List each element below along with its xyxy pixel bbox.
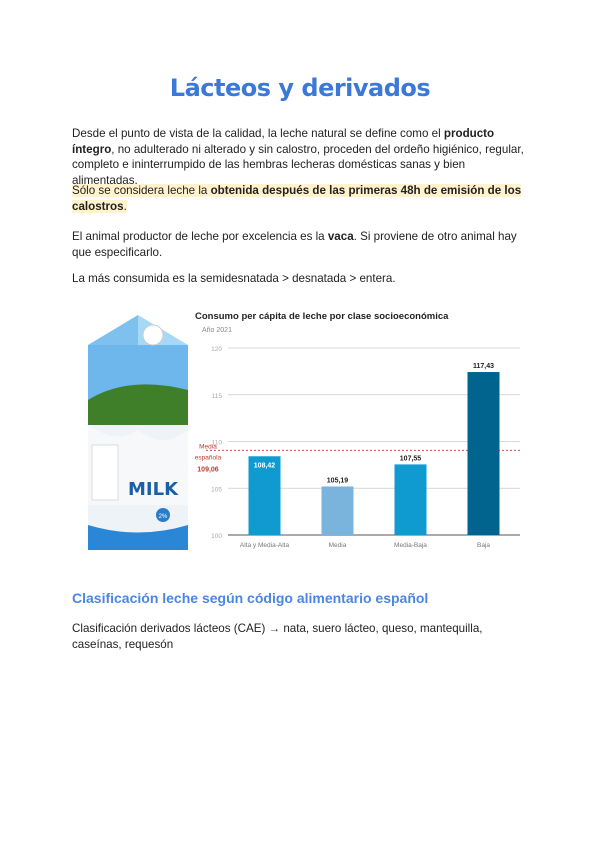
x-tick-label: Baja bbox=[477, 542, 490, 549]
x-tick-label: Media bbox=[329, 542, 347, 549]
page-title: Lácteos y derivados bbox=[169, 74, 431, 102]
milk-carton-image: MILK 2% bbox=[88, 315, 188, 550]
y-tick-label: 120 bbox=[211, 346, 222, 353]
y-tick-label: 110 bbox=[212, 440, 223, 447]
svg-text:2%: 2% bbox=[159, 514, 168, 520]
paragraph-animal: El animal productor de leche por excelen… bbox=[72, 230, 517, 259]
data-label: 107,55 bbox=[400, 455, 422, 462]
reference-label: Media bbox=[199, 443, 217, 450]
data-label: 105,19 bbox=[327, 477, 349, 484]
paragraph-definition: Desde el punto de vista de la calidad, l… bbox=[72, 127, 524, 187]
y-tick-label: 100 bbox=[211, 533, 222, 540]
x-tick-label: Media-Baja bbox=[394, 542, 427, 549]
data-label: 117,43 bbox=[473, 363, 494, 370]
paragraph-consumption: La más consumida es la semidesnatada > d… bbox=[72, 272, 396, 285]
bar bbox=[321, 486, 354, 535]
x-tick-label: Alta y Media-Alta bbox=[240, 542, 290, 549]
bar bbox=[394, 464, 427, 535]
y-tick-label: 105 bbox=[211, 486, 222, 493]
section-heading: Clasificación leche según código aliment… bbox=[72, 590, 429, 606]
chart-subtitle: Año 2021 bbox=[202, 327, 232, 334]
reference-label: española bbox=[195, 454, 222, 461]
reference-value: 109,06 bbox=[197, 466, 219, 473]
bar bbox=[467, 372, 500, 535]
chart-title: Consumo per cápita de leche por clase so… bbox=[195, 311, 449, 322]
data-label: 108,42 bbox=[254, 462, 276, 469]
milk-label: MILK bbox=[128, 479, 179, 500]
bar bbox=[248, 456, 281, 535]
paragraph-derivatives: Clasificación derivados lácteos (CAE) → … bbox=[72, 622, 483, 651]
y-tick-label: 115 bbox=[212, 393, 223, 400]
paragraph-highlight: Sólo se considera leche la obtenida desp… bbox=[72, 184, 522, 213]
bar-chart: Consumo per cápita de leche por clase so… bbox=[195, 311, 520, 549]
